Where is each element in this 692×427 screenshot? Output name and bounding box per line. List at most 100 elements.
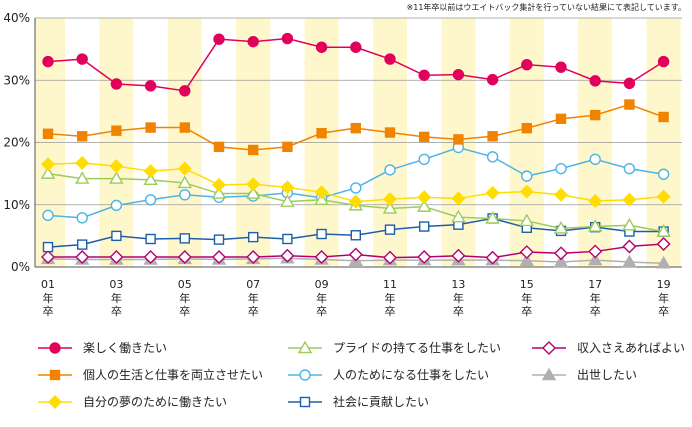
data-point <box>624 99 635 110</box>
data-point <box>384 127 396 138</box>
legend-label: プライドの持てる仕事をしたい <box>333 340 501 355</box>
data-point <box>110 78 123 90</box>
data-point <box>109 171 124 184</box>
data-point <box>75 250 90 265</box>
series-3 <box>41 156 671 209</box>
data-point <box>246 177 261 192</box>
data-point <box>247 35 259 48</box>
data-point <box>384 164 396 176</box>
legend-label: 個人の生活と仕事を両立させたい <box>83 367 263 382</box>
data-point <box>280 248 295 263</box>
data-point <box>76 53 88 65</box>
data-point <box>42 55 54 68</box>
data-point <box>177 250 192 265</box>
data-point <box>555 113 567 125</box>
data-point <box>657 55 670 68</box>
x-tick-label: 07 年卒 <box>246 278 260 318</box>
data-point <box>521 58 533 71</box>
footnote: ※11年卒以前はウエイトバック集計を行っていない結果にて表記しています。 <box>406 3 686 12</box>
legend-marker <box>541 367 557 381</box>
data-point <box>521 122 532 134</box>
data-point <box>416 199 432 212</box>
data-point <box>144 80 157 92</box>
data-point <box>281 32 294 45</box>
legend-marker <box>48 395 62 409</box>
legend-item: 楽しく働きたい <box>38 341 167 355</box>
data-point <box>316 228 327 240</box>
data-point <box>658 111 669 123</box>
data-point <box>280 194 295 207</box>
data-point <box>213 141 225 153</box>
data-point <box>76 212 88 224</box>
data-point <box>382 201 398 214</box>
x-tick-label: 03 年卒 <box>109 278 123 318</box>
data-point <box>656 224 671 237</box>
data-point <box>41 157 55 172</box>
data-point <box>144 194 157 206</box>
data-point <box>111 230 122 242</box>
data-point <box>177 161 192 176</box>
data-point <box>348 247 363 262</box>
data-point <box>519 245 534 260</box>
data-point <box>656 236 671 251</box>
series-4 <box>40 166 671 237</box>
data-point <box>384 53 396 65</box>
data-point <box>486 151 499 163</box>
data-point <box>553 254 569 268</box>
y-tick-label: 30% <box>3 73 30 87</box>
data-point <box>383 192 397 207</box>
data-point <box>316 127 327 139</box>
y-tick-label: 10% <box>3 198 30 212</box>
data-point <box>41 250 55 265</box>
data-point <box>554 246 568 261</box>
x-tick-label: 05 年卒 <box>178 278 192 318</box>
x-tick-label: 19 年卒 <box>657 278 671 318</box>
data-point <box>451 191 466 206</box>
series-7 <box>41 236 671 265</box>
data-point <box>519 184 534 199</box>
legend-marker <box>299 369 311 381</box>
data-point <box>350 230 361 241</box>
data-point <box>179 85 191 97</box>
data-point <box>109 159 124 174</box>
data-point <box>588 194 603 209</box>
data-point <box>519 213 535 227</box>
data-point <box>143 250 158 265</box>
legend-item: プライドの持てる仕事をしたい <box>288 340 501 355</box>
data-point <box>314 185 329 200</box>
data-point <box>622 192 637 207</box>
data-point <box>485 211 500 224</box>
data-point <box>521 170 533 182</box>
data-point <box>418 153 430 166</box>
legend-marker <box>542 341 556 355</box>
x-tick-label: 01 年卒 <box>41 278 55 318</box>
data-point <box>74 171 90 184</box>
data-point <box>485 250 500 265</box>
legend-item: 人のためになる仕事をしたい <box>288 368 489 382</box>
data-point <box>40 166 56 179</box>
data-point <box>622 254 637 268</box>
legend-label: 出世したい <box>577 368 637 382</box>
data-point <box>419 221 430 232</box>
data-point <box>555 162 567 175</box>
series-2 <box>42 99 669 156</box>
data-point <box>657 168 670 180</box>
legend-marker <box>299 396 311 408</box>
data-point <box>109 250 124 265</box>
y-tick-label: 40% <box>3 11 30 25</box>
data-point <box>587 252 603 266</box>
legend-item: 出世したい <box>532 367 637 382</box>
data-point <box>179 233 191 244</box>
data-point <box>247 231 259 243</box>
data-point <box>383 250 397 265</box>
data-point <box>452 68 465 81</box>
data-point <box>486 73 499 86</box>
data-point <box>451 209 466 223</box>
data-point <box>177 175 193 189</box>
legend-label: 社会に貢献したい <box>333 394 429 409</box>
data-point <box>451 248 466 263</box>
data-point <box>76 239 88 250</box>
data-point <box>211 186 227 199</box>
data-point <box>656 255 671 269</box>
